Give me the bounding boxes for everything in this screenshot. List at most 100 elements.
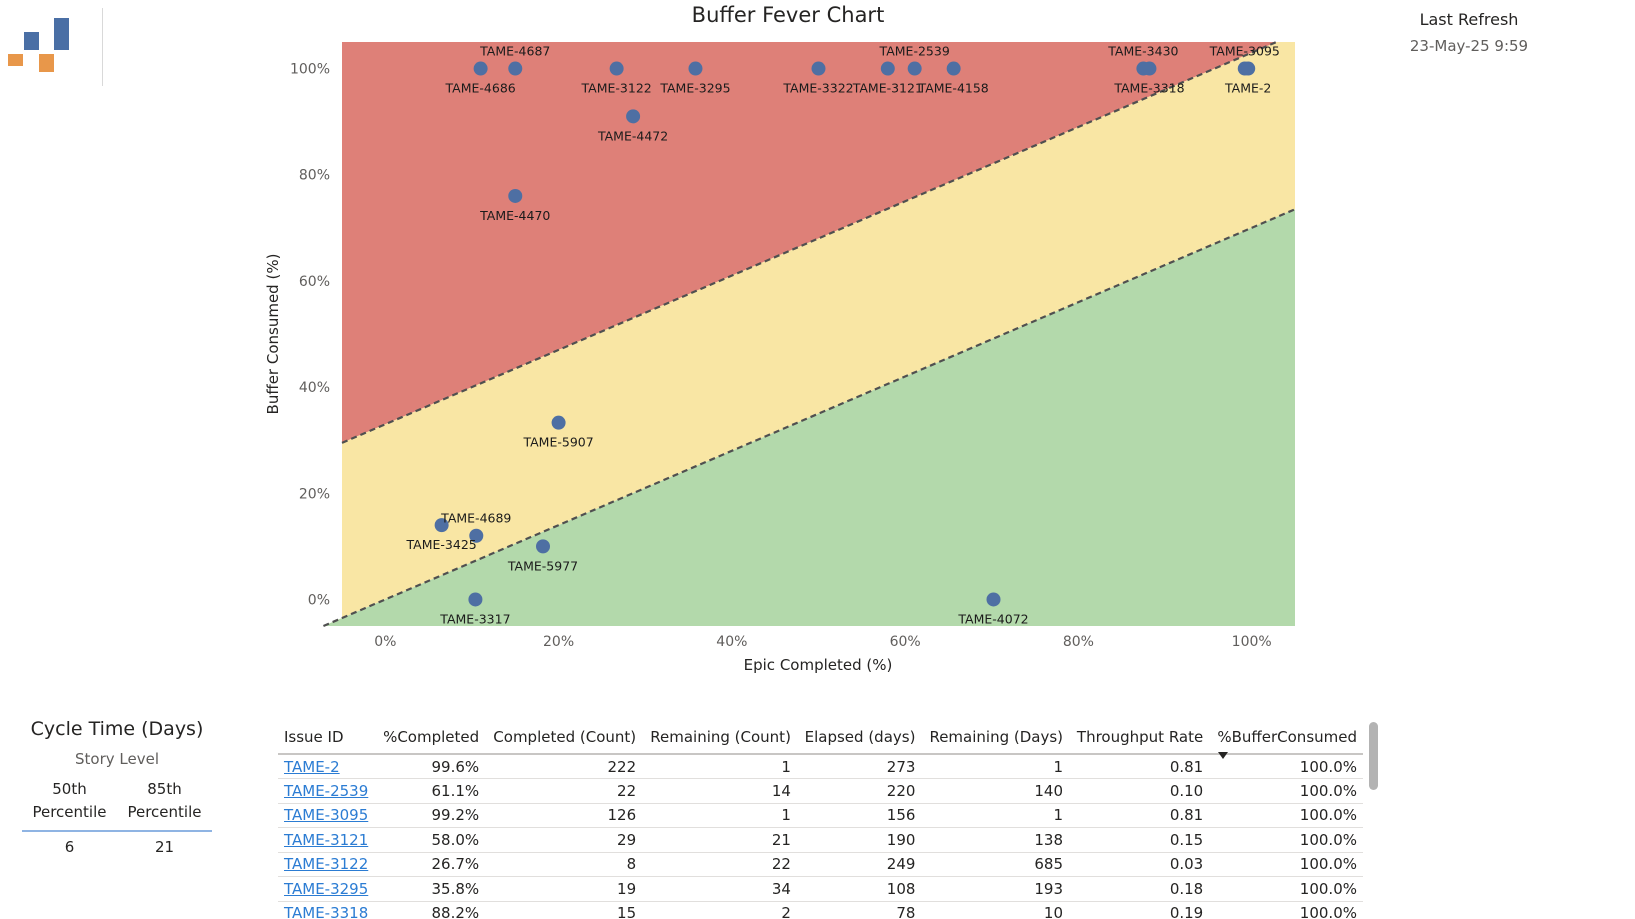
chart-points: TAME-4687 TAME-4686 TAME-3122 TAME-3295 TAME…: [406, 44, 1280, 627]
data-point[interactable]: [880, 61, 895, 76]
point-label: TAME-3122: [581, 81, 652, 96]
issue-link[interactable]: TAME-2: [284, 757, 340, 776]
table-cell: 273: [796, 754, 922, 779]
sort-descending-icon[interactable]: [1218, 752, 1228, 759]
table-cell: 14: [642, 778, 797, 804]
table-row[interactable]: TAME-2 99.6% 222 1 273 1 0.81 100.0%: [278, 754, 1363, 779]
data-point[interactable]: [1142, 61, 1157, 76]
data-point[interactable]: [434, 518, 449, 533]
issue-table-container[interactable]: Issue ID %Completed Completed (Count) Re…: [278, 720, 1363, 919]
point-label: TAME-4689: [440, 511, 511, 526]
point-label: TAME-3318: [1113, 81, 1184, 96]
percentile-85-header: 85th Percentile: [117, 778, 212, 824]
table-cell: 220: [796, 778, 922, 804]
y-axis-label: Buffer Consumed (%): [264, 254, 282, 415]
y-axis: 0% 20% 40% 60% 80% 100%: [290, 62, 330, 609]
data-point[interactable]: [508, 188, 523, 203]
buffer-fever-chart: Buffer Fever Chart 0% 20% 40% 60% 80% 100% 0%…: [264, 3, 1296, 674]
table-cell: 222: [485, 754, 643, 779]
data-point[interactable]: [946, 61, 961, 76]
data-point[interactable]: [986, 592, 1001, 607]
issue-link[interactable]: TAME-2539: [284, 781, 369, 800]
issue-id-cell[interactable]: TAME-2539: [278, 778, 376, 804]
column-header-elapsed-days[interactable]: Elapsed (days): [796, 720, 922, 755]
data-point[interactable]: [609, 61, 624, 76]
issue-link[interactable]: TAME-3122: [284, 855, 369, 874]
y-tick-label: 100%: [290, 62, 330, 78]
table-cell: 126: [485, 803, 643, 828]
issue-id-cell[interactable]: TAME-3095: [278, 803, 376, 828]
data-point[interactable]: [535, 539, 550, 554]
x-tick-label: 80%: [1063, 634, 1094, 650]
column-header-buffer-consumed[interactable]: %BufferConsumed: [1209, 720, 1363, 755]
column-header-remaining-days[interactable]: Remaining (Days): [921, 720, 1070, 755]
table-cell: 685: [921, 852, 1070, 877]
issue-id-cell[interactable]: TAME-3122: [278, 852, 376, 877]
data-point[interactable]: [811, 61, 826, 76]
data-point[interactable]: [1241, 61, 1256, 76]
data-point[interactable]: [551, 415, 566, 430]
table-cell: 1: [921, 803, 1070, 828]
table-cell: 88.2%: [375, 901, 486, 919]
table-scrollbar[interactable]: [1369, 722, 1378, 790]
column-header-remaining-count[interactable]: Remaining (Count): [642, 720, 797, 755]
yellow-zone: [323, 42, 1295, 626]
table-row[interactable]: TAME-3095 99.2% 126 1 156 1 0.81 100.0%: [278, 803, 1363, 828]
column-header-throughput-rate[interactable]: Throughput Rate: [1069, 720, 1210, 755]
table-cell: 1: [642, 803, 797, 828]
data-point[interactable]: [469, 528, 484, 543]
cycle-time-title: Cycle Time (Days): [30, 718, 204, 740]
data-point[interactable]: [468, 592, 483, 607]
table-cell: 2: [642, 901, 797, 919]
table-cell: 156: [796, 803, 922, 828]
table-row[interactable]: TAME-3318 88.2% 15 2 78 10 0.19 100.0%: [278, 901, 1363, 919]
point-label: TAME-3322: [782, 81, 853, 96]
y-tick-label: 40%: [299, 380, 330, 396]
data-point[interactable]: [508, 61, 523, 76]
point-label: TAME-3425: [406, 537, 477, 552]
point-label: TAME-3121: [852, 81, 923, 96]
issue-id-cell[interactable]: TAME-2: [278, 754, 376, 779]
logo-block: [54, 18, 69, 50]
x-tick-label: 40%: [716, 634, 747, 650]
table-cell: 138: [921, 827, 1070, 853]
issue-id-cell[interactable]: TAME-3318: [278, 901, 376, 919]
issue-id-cell[interactable]: TAME-3295: [278, 876, 376, 902]
y-tick-label: 0%: [308, 592, 330, 608]
column-header-issue-id[interactable]: Issue ID: [278, 720, 376, 755]
data-point[interactable]: [688, 61, 703, 76]
table-cell: 29: [485, 827, 643, 853]
table-cell: 249: [796, 852, 922, 877]
table-cell: 100.0%: [1209, 754, 1363, 779]
table-cell: 100.0%: [1209, 778, 1363, 804]
table-cell: 22: [485, 778, 643, 804]
logo-block: [39, 54, 54, 72]
percentile-85-header-line2: Percentile: [127, 803, 202, 821]
data-point[interactable]: [907, 61, 922, 76]
table-row[interactable]: TAME-2539 61.1% 22 14 220 140 0.10 100.0%: [278, 778, 1363, 804]
column-header-completed-count[interactable]: Completed (Count): [485, 720, 643, 755]
table-cell: 1: [921, 754, 1070, 779]
issue-link[interactable]: TAME-3295: [284, 879, 369, 898]
percentile-50-header-line2: Percentile: [32, 803, 107, 821]
issue-link[interactable]: TAME-3318: [284, 904, 369, 919]
table-cell: 100.0%: [1209, 901, 1363, 919]
table-cell: 26.7%: [375, 852, 486, 877]
table-cell: 140: [921, 778, 1070, 804]
x-axis: 0% 20% 40% 60% 80% 100%: [374, 634, 1271, 650]
table-row[interactable]: TAME-3295 35.8% 19 34 108 193 0.18 100.0%: [278, 876, 1363, 902]
table-row[interactable]: TAME-3121 58.0% 29 21 190 138 0.15 100.0%: [278, 827, 1363, 853]
column-header-completed-pct[interactable]: %Completed: [375, 720, 486, 755]
issue-link[interactable]: TAME-3121: [284, 830, 369, 849]
data-point[interactable]: [626, 109, 641, 124]
point-label: TAME-2539: [879, 44, 950, 59]
y-tick-label: 20%: [299, 486, 330, 502]
table-cell: 99.6%: [375, 754, 486, 779]
table-cell: 34: [642, 876, 797, 902]
table-cell: 0.03: [1069, 852, 1210, 877]
issue-id-cell[interactable]: TAME-3121: [278, 827, 376, 853]
data-point[interactable]: [473, 61, 488, 76]
table-row[interactable]: TAME-3122 26.7% 8 22 249 685 0.03 100.0%: [278, 852, 1363, 877]
percentile-50-header-line1: 50th: [52, 780, 87, 798]
issue-link[interactable]: TAME-3095: [284, 806, 369, 825]
